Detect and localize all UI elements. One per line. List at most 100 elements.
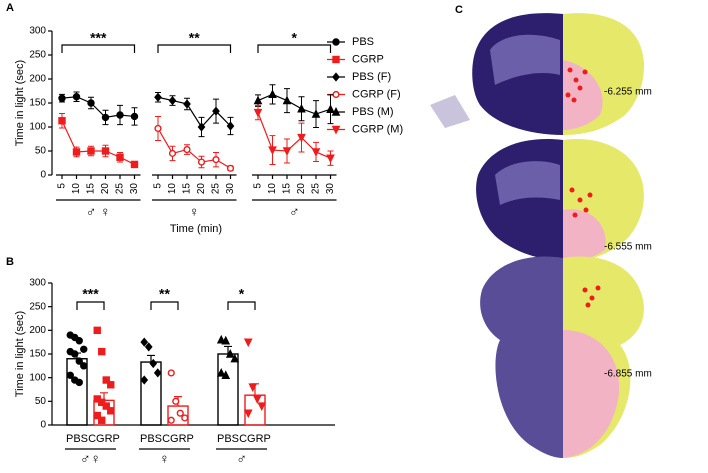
marker (154, 124, 162, 133)
marker (253, 95, 263, 105)
x-tick-label: CGRP (239, 433, 271, 445)
significance: *** (82, 286, 99, 302)
section-depth: -6.555 mm (604, 242, 652, 253)
marker (168, 149, 177, 157)
marker (253, 108, 263, 118)
legend-label: PBS (352, 36, 374, 48)
y-tick-label: 50 (35, 396, 47, 407)
marker (87, 99, 95, 107)
marker (226, 164, 235, 172)
marker (197, 158, 206, 166)
x-tick-label: 10 (71, 183, 82, 195)
marker (58, 117, 66, 125)
marker (116, 153, 124, 161)
x-tick-label: 5 (253, 183, 264, 189)
brain-section (476, 139, 644, 262)
significance: * (292, 30, 298, 46)
significance: *** (90, 30, 107, 46)
significance-bracket (150, 301, 179, 310)
marker (282, 147, 292, 156)
group-label: ♀ (159, 451, 170, 467)
significance: ** (189, 30, 200, 46)
significance: * (239, 286, 245, 302)
legend-label: CGRP (352, 53, 384, 65)
marker (225, 349, 235, 358)
x-tick-label: 30 (225, 183, 236, 195)
x-tick-label: 30 (129, 183, 140, 195)
marker (107, 407, 115, 415)
marker (183, 145, 191, 154)
marker (87, 147, 95, 155)
marker (212, 106, 220, 116)
x-tick-label: PBS (66, 433, 88, 445)
y-tick-label: 0 (40, 420, 46, 431)
marker (80, 345, 88, 353)
marker (167, 416, 175, 424)
legend-marker (332, 38, 340, 46)
legend-marker (331, 107, 341, 116)
x-tick-label: 25 (311, 183, 322, 195)
marker (75, 357, 83, 365)
y-axis-title: Time in light (sec) (14, 311, 26, 397)
marker (72, 148, 81, 156)
marker (140, 337, 149, 347)
error-bar (147, 354, 155, 363)
marker (93, 411, 101, 420)
marker (58, 94, 66, 102)
brain-images (430, 13, 645, 458)
marker (326, 104, 335, 113)
marker (216, 334, 226, 344)
x-tick-label: CGRP (162, 433, 194, 445)
legend-marker (331, 125, 341, 135)
x-tick-label: 10 (167, 183, 178, 195)
marker (140, 375, 149, 385)
marker (71, 350, 79, 358)
x-tick-label: CGRP (88, 433, 120, 445)
marker (282, 95, 292, 105)
x-tick-label: 10 (267, 183, 278, 195)
marker (268, 89, 277, 99)
legend-marker (332, 90, 340, 99)
significance-bracket (61, 44, 136, 53)
group-label: ♂ (236, 451, 247, 467)
y-tick-label: 0 (40, 170, 46, 181)
marker (311, 148, 321, 157)
marker (116, 111, 124, 119)
marker (297, 133, 306, 143)
group-label: ♂♀ (80, 451, 101, 467)
marker (75, 378, 83, 387)
x-tick-label: PBS (217, 433, 239, 445)
marker (154, 92, 162, 102)
x-tick-label: 15 (282, 183, 293, 195)
x-tick-label: PBS (140, 433, 162, 445)
marker (98, 416, 106, 424)
significance-bracket (157, 44, 232, 53)
y-tick-label: 200 (29, 325, 46, 336)
marker (107, 381, 115, 389)
marker (197, 122, 206, 132)
section-depth: -6.255 mm (604, 87, 652, 98)
line (257, 112, 331, 159)
marker (98, 347, 106, 356)
marker (243, 409, 253, 419)
marker (149, 358, 158, 369)
marker (102, 402, 110, 410)
significance-bracket (76, 301, 105, 310)
marker (98, 398, 106, 406)
y-tick-label: 150 (29, 349, 46, 360)
y-tick-label: 200 (29, 74, 46, 85)
significance: ** (159, 286, 170, 302)
panel-label: B (6, 256, 14, 268)
brain-section (480, 256, 644, 458)
x-tick-label: 5 (153, 183, 164, 189)
y-tick-label: 150 (29, 98, 46, 109)
marker (257, 402, 267, 412)
marker (80, 362, 88, 370)
panel-label: A (6, 2, 14, 14)
marker (72, 93, 81, 101)
marker (130, 112, 139, 121)
y-tick-label: 300 (29, 26, 46, 37)
legend-label: CGRP (M) (352, 123, 403, 135)
significance-bracket (257, 44, 332, 53)
